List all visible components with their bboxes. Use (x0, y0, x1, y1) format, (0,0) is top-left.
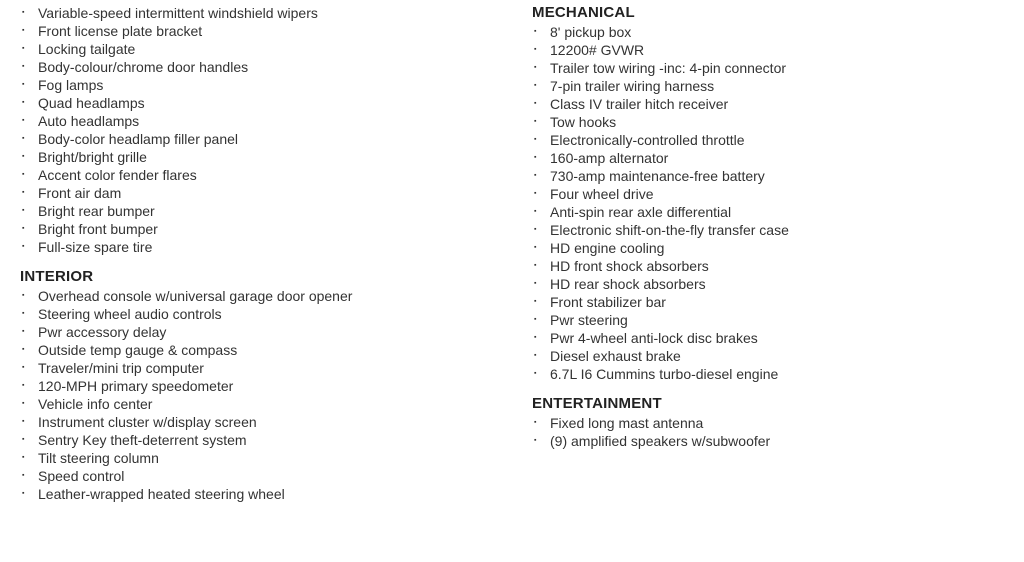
feature-columns: Variable-speed intermittent windshield w… (20, 4, 1004, 503)
list-item: Fog lamps (36, 76, 492, 94)
list-item: 12200# GVWR (548, 41, 1004, 59)
list-item: Front stabilizer bar (548, 293, 1004, 311)
list-item: Locking tailgate (36, 40, 492, 58)
list-item: Tow hooks (548, 113, 1004, 131)
list-item: Leather-wrapped heated steering wheel (36, 485, 492, 503)
list-item: Traveler/mini trip computer (36, 359, 492, 377)
list-item: Body-colour/chrome door handles (36, 58, 492, 76)
list-item: HD engine cooling (548, 239, 1004, 257)
section-heading-mechanical: MECHANICAL (532, 4, 1004, 21)
list-item: Speed control (36, 467, 492, 485)
list-item: 6.7L I6 Cummins turbo-diesel engine (548, 365, 1004, 383)
list-item: HD rear shock absorbers (548, 275, 1004, 293)
list-item: Class IV trailer hitch receiver (548, 95, 1004, 113)
list-item: Bright front bumper (36, 220, 492, 238)
list-item: Electronically-controlled throttle (548, 131, 1004, 149)
feature-list: 8' pickup box12200# GVWRTrailer tow wiri… (532, 23, 1004, 383)
list-item: Variable-speed intermittent windshield w… (36, 4, 492, 22)
list-item: HD front shock absorbers (548, 257, 1004, 275)
list-item: Pwr accessory delay (36, 323, 492, 341)
feature-list: Overhead console w/universal garage door… (20, 287, 492, 503)
feature-list: Fixed long mast antenna(9) amplified spe… (532, 414, 1004, 450)
list-item: 7-pin trailer wiring harness (548, 77, 1004, 95)
list-item: Trailer tow wiring -inc: 4-pin connector (548, 59, 1004, 77)
list-item: Electronic shift-on-the-fly transfer cas… (548, 221, 1004, 239)
list-item: Diesel exhaust brake (548, 347, 1004, 365)
list-item: Front air dam (36, 184, 492, 202)
list-item: Anti-spin rear axle differential (548, 203, 1004, 221)
list-item: Four wheel drive (548, 185, 1004, 203)
list-item: Body-color headlamp filler panel (36, 130, 492, 148)
left-column: Variable-speed intermittent windshield w… (20, 4, 492, 503)
list-item: Bright/bright grille (36, 148, 492, 166)
right-column: MECHANICAL 8' pickup box12200# GVWRTraile… (532, 4, 1004, 503)
list-item: Tilt steering column (36, 449, 492, 467)
list-item: Fixed long mast antenna (548, 414, 1004, 432)
list-item: Accent color fender flares (36, 166, 492, 184)
list-item: Auto headlamps (36, 112, 492, 130)
list-item: Overhead console w/universal garage door… (36, 287, 492, 305)
section-heading-interior: INTERIOR (20, 268, 492, 285)
list-item: Quad headlamps (36, 94, 492, 112)
list-item: Pwr steering (548, 311, 1004, 329)
list-item: Vehicle info center (36, 395, 492, 413)
list-item: Outside temp gauge & compass (36, 341, 492, 359)
list-item: Instrument cluster w/display screen (36, 413, 492, 431)
list-item: Full-size spare tire (36, 238, 492, 256)
list-item: Front license plate bracket (36, 22, 492, 40)
section-heading-entertainment: ENTERTAINMENT (532, 395, 1004, 412)
list-item: 730-amp maintenance-free battery (548, 167, 1004, 185)
list-item: Bright rear bumper (36, 202, 492, 220)
list-item: 120-MPH primary speedometer (36, 377, 492, 395)
list-item: Steering wheel audio controls (36, 305, 492, 323)
list-item: Sentry Key theft-deterrent system (36, 431, 492, 449)
feature-list: Variable-speed intermittent windshield w… (20, 4, 492, 256)
list-item: Pwr 4-wheel anti-lock disc brakes (548, 329, 1004, 347)
list-item: 160-amp alternator (548, 149, 1004, 167)
list-item: (9) amplified speakers w/subwoofer (548, 432, 1004, 450)
list-item: 8' pickup box (548, 23, 1004, 41)
